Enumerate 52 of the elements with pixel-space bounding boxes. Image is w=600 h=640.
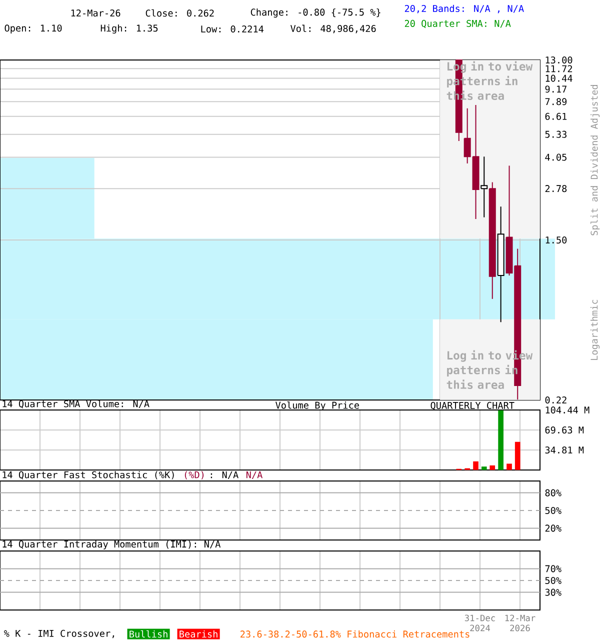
chart-title: 14 Quarter Fast Stochastic (%K) bbox=[2, 471, 174, 480]
y-tick-label: 11.72 bbox=[546, 65, 572, 72]
text: Volume By Price bbox=[276, 401, 359, 411]
annotation: QUARTERLY CHART bbox=[430, 402, 514, 410]
y-tick-label: 6.61 bbox=[545, 112, 567, 120]
text: High: 1.35 bbox=[100, 24, 158, 34]
y-tick-label: 13.00 bbox=[546, 56, 572, 64]
text: Bearish bbox=[180, 630, 218, 638]
text: Change: -0.80 {-75.5 %} bbox=[250, 8, 380, 18]
text: 20 Quarter SMA: N/A bbox=[404, 20, 511, 28]
text: 20,2 Bands: N/A , N/A bbox=[404, 4, 524, 14]
text: Bullish bbox=[130, 630, 168, 638]
chart-title: 14 Quarter Intraday Momentum (IMI): N/A bbox=[2, 540, 221, 550]
text: Low: 0.2214 bbox=[201, 25, 264, 33]
y-tick-label: 50% bbox=[545, 506, 562, 514]
y-tick-label: 80% bbox=[545, 489, 562, 496]
y-tick-label: 10.44 bbox=[546, 74, 572, 82]
y-tick-label: 1.50 bbox=[546, 236, 567, 244]
bar bbox=[481, 466, 487, 470]
y-tick-label: 2.78 bbox=[545, 185, 567, 192]
y-tick-label: 0.22 bbox=[545, 396, 566, 404]
y-tick-label: 50% bbox=[545, 576, 562, 584]
text: Open: 1.10 bbox=[4, 24, 62, 34]
y-tick-label: 104.44 M bbox=[546, 406, 590, 414]
bar bbox=[490, 465, 496, 470]
x-tick-label: 31-Dec 2024 bbox=[464, 614, 495, 632]
y-tick-label: 5.33 bbox=[545, 130, 566, 138]
y-tick-label: 34.81 M bbox=[545, 446, 584, 454]
text: 23.6-38.2-50-61.8% Fibonacci Retracements bbox=[240, 630, 470, 638]
bar bbox=[514, 442, 520, 470]
text: (%D) bbox=[184, 471, 204, 480]
text: N/A bbox=[246, 471, 263, 480]
candlestick bbox=[480, 156, 488, 218]
y-tick-label: 20% bbox=[545, 524, 562, 532]
text: 12-Mar-26 bbox=[71, 10, 120, 17]
y-tick-label: 70% bbox=[545, 565, 562, 572]
y-tick-label: 69.63 M bbox=[545, 426, 584, 434]
bar bbox=[506, 464, 512, 470]
y-tick-label: 9.17 bbox=[545, 86, 566, 93]
text: Close: 0.262 bbox=[146, 9, 214, 17]
text: % K - IMI Crossover, bbox=[4, 630, 114, 638]
y-tick-label: 30% bbox=[545, 588, 562, 596]
bar bbox=[498, 410, 504, 470]
text: : N/A bbox=[210, 471, 238, 480]
y-axis-title: Split and Dividend Adjusted bbox=[590, 85, 600, 236]
bar bbox=[473, 461, 478, 470]
text: Logarithmic bbox=[590, 300, 600, 360]
text: Vol: 48,986,426 bbox=[290, 24, 376, 34]
chart-title: 14 Quarter SMA Volume: N/A bbox=[2, 400, 150, 408]
x-tick-label: 12-Mar 2026 bbox=[505, 614, 536, 632]
y-tick-label: 4.05 bbox=[545, 154, 566, 161]
y-tick-label: 7.89 bbox=[545, 98, 567, 106]
